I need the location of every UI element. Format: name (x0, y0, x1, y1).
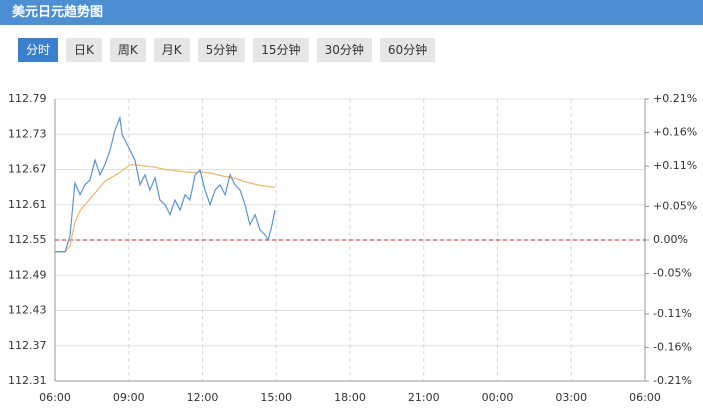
x-tick-label: 06:00 (39, 391, 71, 404)
tab[interactable]: 15分钟 (253, 38, 309, 62)
x-tick-label: 09:00 (113, 391, 145, 404)
y-tick-label: 112.49 (8, 268, 47, 281)
x-tick-label: 21:00 (408, 391, 440, 404)
header-title: 美元日元趋势图 (0, 0, 703, 25)
tab[interactable]: 周K (109, 38, 146, 62)
x-tick-label: 15:00 (260, 391, 292, 404)
x-tick-label: 12:00 (187, 391, 219, 404)
x-tick-label: 00:00 (482, 391, 514, 404)
y-tick-label: 112.79 (8, 92, 47, 105)
y2-tick-label: +0.05% (653, 199, 697, 212)
y2-tick-label: +0.21% (653, 92, 697, 105)
tab[interactable]: 分时 (18, 38, 59, 62)
y2-tick-label: -0.05% (653, 267, 692, 280)
y2-tick-label: -0.21% (653, 374, 692, 387)
price-line (55, 164, 276, 253)
y-tick-label: 112.37 (8, 339, 47, 352)
y2-tick-label: +0.11% (653, 159, 697, 172)
tab-bar: 分时 日K 周K 月K 5分钟 15分钟 30分钟 60分钟 (18, 38, 436, 62)
y-tick-label: 112.67 (8, 163, 47, 176)
y2-tick-label: -0.11% (653, 307, 692, 320)
y-tick-label: 112.31 (8, 374, 47, 387)
tab[interactable]: 30分钟 (316, 38, 372, 62)
y2-tick-label: 0.00% (653, 233, 688, 246)
tab[interactable]: 5分钟 (197, 38, 246, 62)
y-tick-label: 112.55 (8, 233, 47, 246)
y2-tick-label: -0.16% (653, 340, 692, 353)
y-tick-label: 112.43 (8, 304, 47, 317)
tab[interactable]: 60分钟 (379, 38, 436, 62)
tab[interactable]: 月K (153, 38, 190, 62)
y2-tick-label: +0.16% (653, 126, 697, 139)
tab[interactable]: 日K (66, 38, 102, 62)
y-tick-label: 112.61 (8, 198, 47, 211)
x-tick-label: 03:00 (555, 391, 587, 404)
y-tick-label: 112.73 (8, 127, 47, 140)
x-tick-label: 06:00 (629, 391, 661, 404)
x-tick-label: 18:00 (334, 391, 366, 404)
price-line (55, 115, 276, 253)
